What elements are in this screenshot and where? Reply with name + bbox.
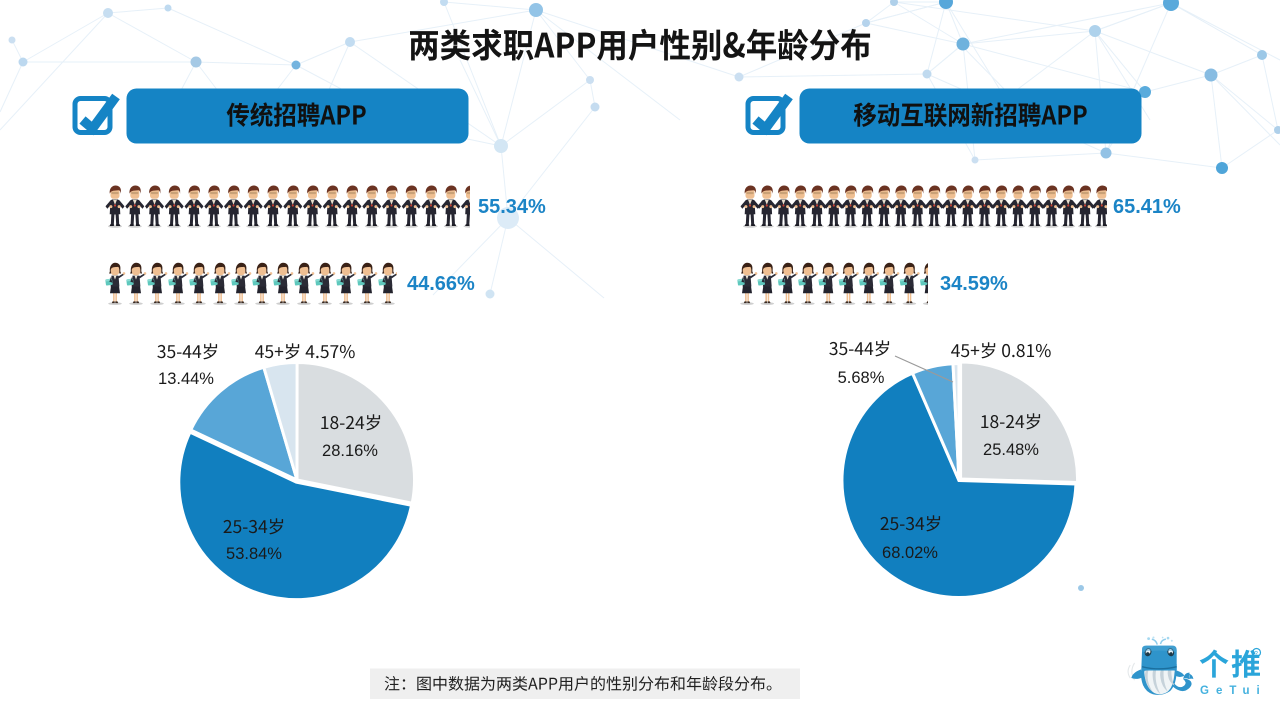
svg-text:?: ? xyxy=(1255,652,1259,658)
svg-text:34.59%: 34.59% xyxy=(940,273,1008,295)
svg-text:28.16%: 28.16% xyxy=(322,442,378,460)
svg-text:25.48%: 25.48% xyxy=(983,441,1039,459)
svg-text:13.44%: 13.44% xyxy=(158,370,214,388)
svg-text:68.02%: 68.02% xyxy=(882,544,938,562)
svg-text:5.68%: 5.68% xyxy=(838,369,885,387)
svg-text:53.84%: 53.84% xyxy=(226,545,282,563)
svg-text:65.41%: 65.41% xyxy=(1113,196,1181,218)
svg-text:44.66%: 44.66% xyxy=(407,273,475,295)
svg-text:55.34%: 55.34% xyxy=(478,196,546,218)
svg-text:GeTui: GeTui xyxy=(1200,685,1267,697)
